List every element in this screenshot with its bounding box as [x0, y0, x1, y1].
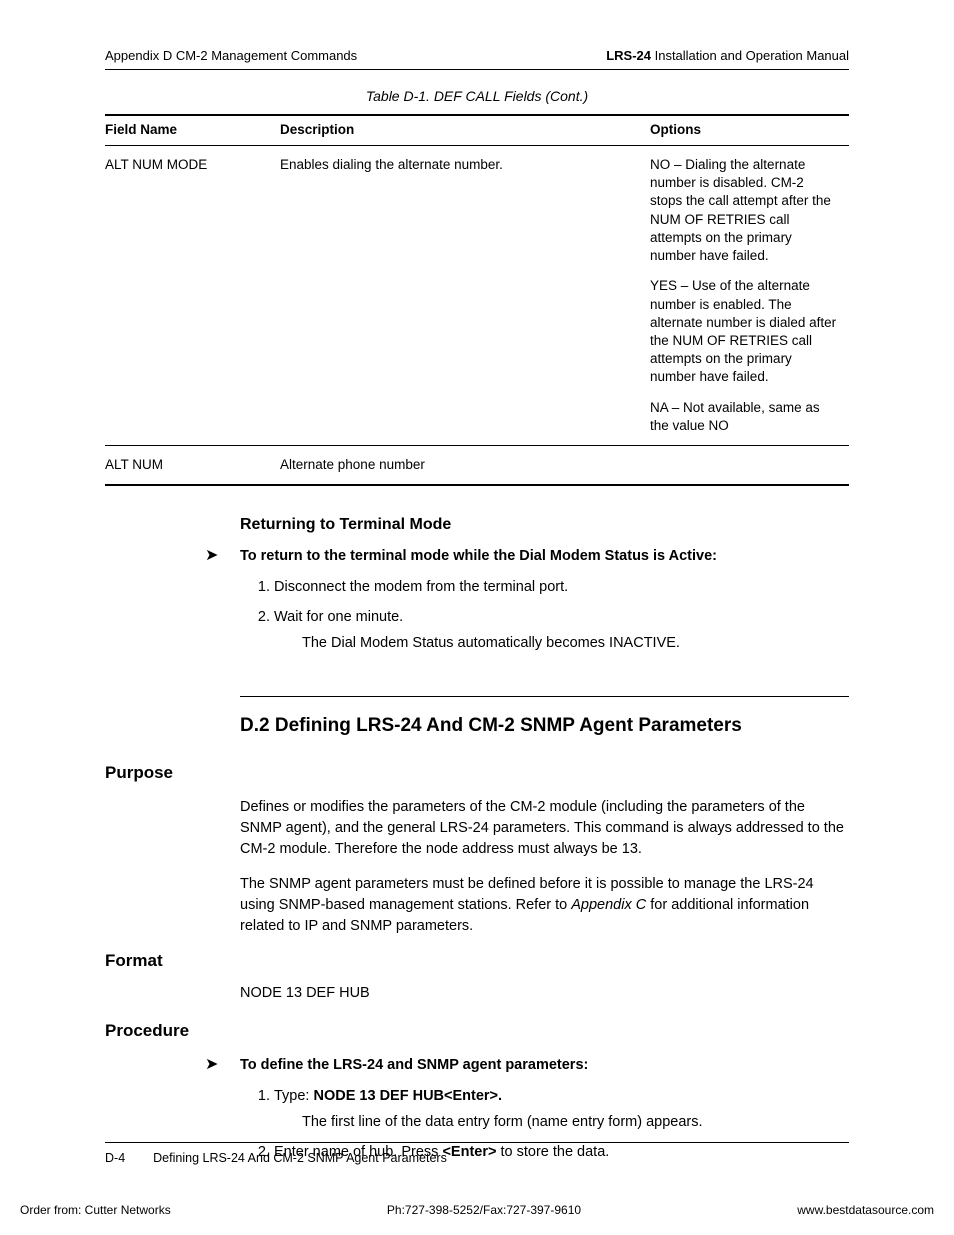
- def-call-fields-table: Field Name Description Options ALT NUM M…: [105, 114, 849, 486]
- header-product: LRS-24: [606, 48, 651, 63]
- cell-field: ALT NUM MODE: [105, 146, 280, 446]
- footer-order: Order from: Cutter Networks: [20, 1203, 171, 1217]
- page-footer: D-4 Defining LRS-24 And CM-2 SNMP Agent …: [105, 1142, 849, 1165]
- step-command: NODE 13 DEF HUB<Enter>.: [314, 1088, 503, 1104]
- table-row: ALT NUM MODE Enables dialing the alterna…: [105, 146, 849, 446]
- header-right: LRS-24 Installation and Operation Manual: [606, 48, 849, 63]
- returning-steps: Disconnect the modem from the terminal p…: [274, 577, 849, 654]
- list-item: Type: NODE 13 DEF HUB<Enter>. The first …: [274, 1086, 849, 1134]
- format-command: NODE 13 DEF HUB: [240, 985, 849, 1001]
- cell-options: NO – Dialing the alternate number is dis…: [650, 146, 849, 446]
- table-row: ALT NUM Alternate phone number: [105, 446, 849, 486]
- page-number: D-4: [105, 1151, 125, 1165]
- option-text: NO – Dialing the alternate number is dis…: [650, 156, 837, 265]
- table-caption: Table D-1. DEF CALL Fields (Cont.): [105, 88, 849, 104]
- list-item: Wait for one minute. The Dial Modem Stat…: [274, 607, 849, 655]
- cell-desc: Enables dialing the alternate number.: [280, 146, 650, 446]
- section-title: D.2 Defining LRS-24 And CM-2 SNMP Agent …: [240, 715, 849, 737]
- header-doc-title: Installation and Operation Manual: [651, 48, 849, 63]
- step-subtext: The Dial Modem Status automatically beco…: [302, 633, 849, 655]
- col-description: Description: [280, 115, 650, 146]
- section-divider: [240, 696, 849, 697]
- list-item: Disconnect the modem from the terminal p…: [274, 577, 849, 599]
- footer-url: www.bestdatasource.com: [797, 1203, 934, 1217]
- cell-field: ALT NUM: [105, 446, 280, 486]
- format-heading: Format: [105, 951, 849, 971]
- purpose-para-1: Defines or modifies the parameters of th…: [240, 797, 849, 860]
- option-text: NA – Not available, same as the value NO: [650, 399, 837, 435]
- document-footer: Order from: Cutter Networks Ph:727-398-5…: [0, 1203, 954, 1217]
- page-header: Appendix D CM-2 Management Commands LRS-…: [105, 48, 849, 70]
- cell-options: [650, 446, 849, 486]
- arrow-icon: ➤: [205, 1055, 225, 1076]
- appendix-ref: Appendix C: [571, 897, 646, 913]
- cell-desc: Alternate phone number: [280, 446, 650, 486]
- procedure-lead-row: ➤ To define the LRS-24 and SNMP agent pa…: [240, 1055, 849, 1076]
- option-text: YES – Use of the alternate number is ena…: [650, 277, 837, 386]
- step-subtext: The first line of the data entry form (n…: [302, 1112, 849, 1134]
- step-pre: Type:: [274, 1088, 314, 1104]
- col-options: Options: [650, 115, 849, 146]
- header-left: Appendix D CM-2 Management Commands: [105, 48, 357, 63]
- procedure-lead: To define the LRS-24 and SNMP agent para…: [240, 1055, 588, 1075]
- footer-title: Defining LRS-24 And CM-2 SNMP Agent Para…: [153, 1151, 447, 1165]
- procedure-heading: Procedure: [105, 1021, 849, 1041]
- returning-heading: Returning to Terminal Mode: [240, 516, 849, 534]
- table-header-row: Field Name Description Options: [105, 115, 849, 146]
- purpose-para-2: The SNMP agent parameters must be define…: [240, 874, 849, 937]
- returning-section: Returning to Terminal Mode ➤ To return t…: [240, 516, 849, 654]
- returning-lead: To return to the terminal mode while the…: [240, 546, 717, 566]
- footer-phone: Ph:727-398-5252/Fax:727-397-9610: [387, 1203, 581, 1217]
- step-text: Wait for one minute.: [274, 609, 403, 625]
- procedure-lead-row: ➤ To return to the terminal mode while t…: [240, 546, 849, 567]
- arrow-icon: ➤: [205, 546, 225, 567]
- step-text: Disconnect the modem from the terminal p…: [274, 579, 568, 595]
- purpose-heading: Purpose: [105, 763, 849, 783]
- col-field-name: Field Name: [105, 115, 280, 146]
